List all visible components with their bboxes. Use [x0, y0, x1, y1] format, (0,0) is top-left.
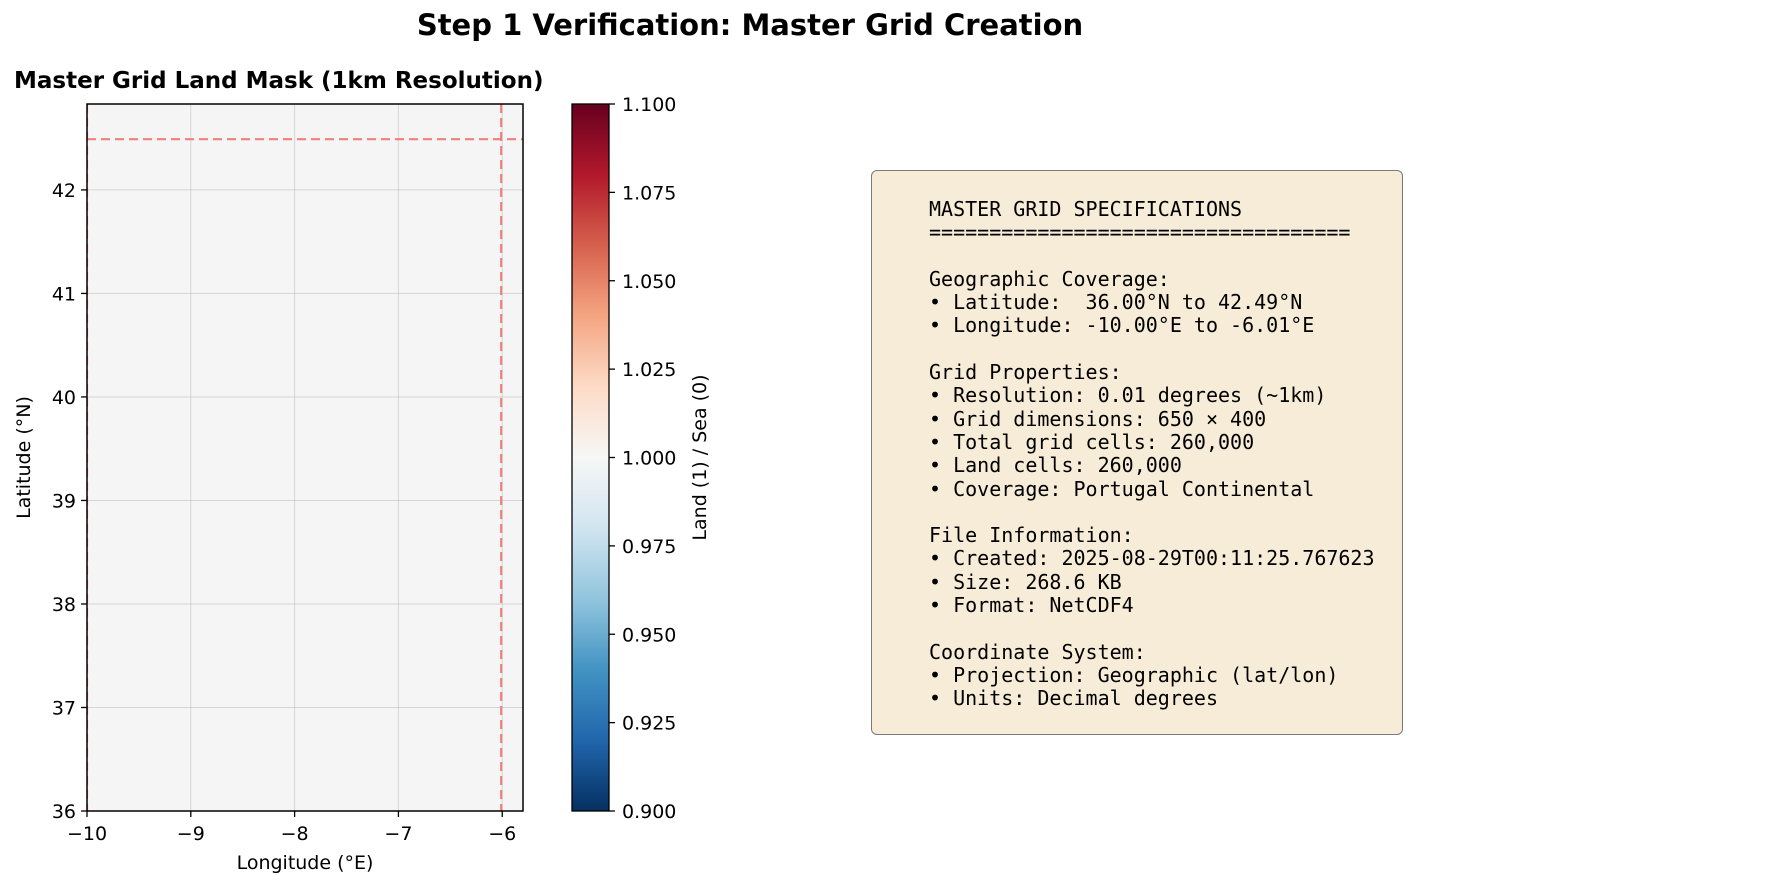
colorbar-tick-label: 0.950	[622, 624, 676, 646]
colorbar-tick-label: 1.050	[622, 271, 676, 293]
y-tick-label: 40	[52, 387, 76, 409]
colorbar-tick-label: 1.100	[622, 94, 676, 116]
x-axis: −10 −9 −8 −7 −6	[67, 811, 516, 845]
y-tick-label: 41	[52, 283, 76, 305]
y-tick-label: 37	[52, 697, 76, 719]
colorbar-label: Land (1) / Sea (0)	[689, 374, 711, 540]
colorbar-ticks: 0.900 0.925 0.950 0.975 1.000 1.025 1.050 1.075…	[609, 94, 676, 823]
boundary-lines	[87, 104, 523, 811]
colorbar-tick-label: 1.075	[622, 182, 676, 204]
y-axis: 36 37 38 39 40 41 42	[52, 180, 87, 823]
y-tick-label: 42	[52, 180, 76, 202]
y-tick-label: 36	[52, 801, 76, 823]
land-mask-field	[87, 104, 523, 811]
x-axis-label: Longitude (°E)	[237, 852, 374, 874]
x-tick-label: −7	[384, 823, 412, 845]
y-tick-label: 39	[52, 490, 76, 512]
figure-title: Step 1 Verification: Master Grid Creatio…	[416, 8, 1084, 42]
colorbar-tick-label: 1.000	[622, 448, 676, 470]
colorbar-tick-label: 0.925	[622, 713, 676, 735]
y-axis-label: Latitude (°N)	[13, 396, 35, 519]
colorbar-tick-label: 0.975	[622, 536, 676, 558]
x-tick-label: −9	[177, 823, 205, 845]
colorbar	[571, 103, 610, 812]
colorbar-tick-label: 1.025	[622, 359, 676, 381]
specs-text: MASTER GRID SPECIFICATIONS =============…	[929, 197, 1375, 711]
x-tick-label: −10	[67, 823, 107, 845]
plot-frame	[86, 103, 524, 812]
y-tick-label: 38	[52, 594, 76, 616]
map-title: Master Grid Land Mask (1km Resolution)	[14, 68, 544, 94]
specs-panel: MASTER GRID SPECIFICATIONS =============…	[871, 170, 1403, 735]
x-tick-label: −8	[281, 823, 309, 845]
x-tick-label: −6	[488, 823, 516, 845]
colorbar-tick-label: 0.900	[622, 801, 676, 823]
